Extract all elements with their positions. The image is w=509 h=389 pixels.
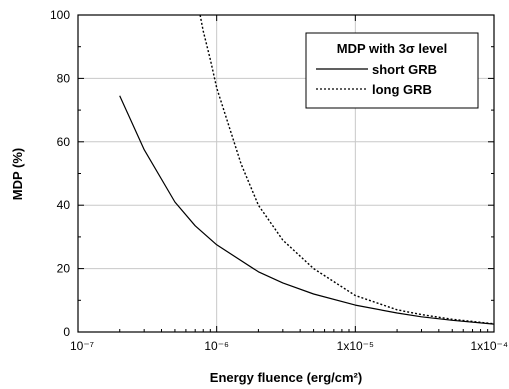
legend: MDP with 3σ level short GRB long GRB bbox=[305, 32, 479, 109]
series-line-long-grb bbox=[199, 14, 495, 325]
y-tick-label: 40 bbox=[57, 198, 71, 212]
y-axis-title: MDP (%) bbox=[10, 148, 25, 200]
ticks bbox=[77, 14, 495, 333]
x-tick-label: 1x10⁻⁴ bbox=[470, 339, 508, 353]
tick-labels: 10⁻⁷ 10⁻⁶ 1x10⁻⁵ 1x10⁻⁴ 0 20 40 60 80 100 bbox=[50, 8, 508, 353]
x-tick-label: 10⁻⁷ bbox=[70, 339, 94, 353]
y-tick-label: 60 bbox=[57, 135, 71, 149]
y-tick-label: 80 bbox=[57, 71, 71, 85]
legend-label-long-grb: long GRB bbox=[372, 82, 432, 97]
series-layer bbox=[119, 14, 495, 325]
x-tick-label: 1x10⁻⁵ bbox=[337, 339, 374, 353]
x-axis-title: Energy fluence (erg/cm²) bbox=[210, 370, 362, 385]
legend-label-short-grb: short GRB bbox=[372, 62, 437, 77]
legend-title: MDP with 3σ level bbox=[337, 41, 448, 56]
series-line-short-grb bbox=[119, 95, 495, 325]
y-tick-label: 100 bbox=[50, 8, 70, 22]
y-tick-label: 0 bbox=[63, 325, 70, 339]
x-tick-label: 10⁻⁶ bbox=[204, 339, 229, 353]
y-tick-label: 20 bbox=[57, 262, 71, 276]
legend-box bbox=[305, 32, 479, 109]
